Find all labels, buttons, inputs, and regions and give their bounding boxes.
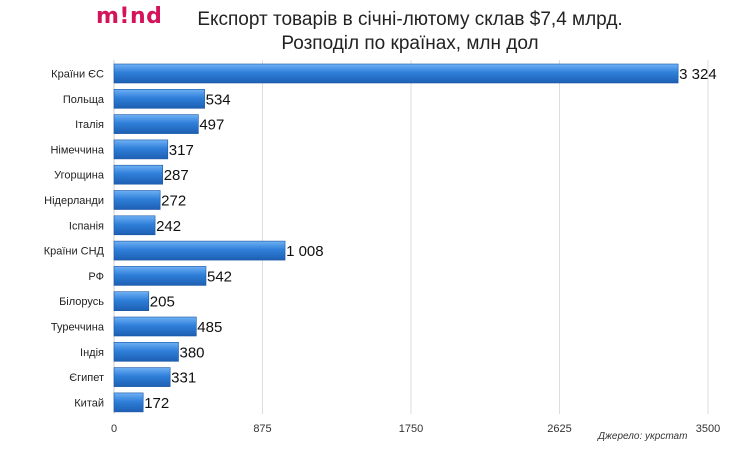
category-label: Німеччина — [50, 144, 104, 156]
value-label: 485 — [197, 319, 222, 336]
bar — [113, 266, 207, 286]
x-tick-label: 2625 — [547, 423, 571, 435]
bar — [113, 240, 286, 261]
category-label: Індія — [80, 347, 104, 359]
x-tick-label: 875 — [253, 423, 271, 435]
value-label: 3 324 — [679, 66, 717, 83]
bar — [113, 63, 679, 84]
x-tick-label: 1750 — [399, 423, 423, 435]
category-label: Угорщина — [54, 170, 105, 182]
value-label: 380 — [179, 344, 204, 361]
category-label: Польща — [63, 94, 105, 106]
bar — [113, 215, 156, 236]
bar — [113, 139, 169, 160]
bar — [113, 367, 171, 387]
category-label: Китай — [74, 397, 104, 409]
bar — [113, 164, 164, 185]
bar — [113, 114, 199, 134]
category-label: Єгипет — [69, 372, 104, 384]
value-label: 542 — [207, 268, 232, 285]
category-label: Білорусь — [59, 296, 104, 308]
value-label: 1 008 — [286, 243, 324, 260]
bar — [113, 341, 179, 362]
bar — [113, 291, 150, 312]
value-label: 205 — [150, 294, 175, 311]
value-label: 242 — [156, 218, 181, 235]
category-label: Країни ЄС — [51, 69, 104, 81]
category-label: Туреччина — [51, 322, 105, 334]
value-label: 287 — [164, 167, 189, 184]
value-label: 331 — [171, 370, 196, 387]
bar — [113, 89, 205, 109]
chart-title: Експорт товарів в січні-лютому склав $7,… — [197, 9, 623, 30]
bar — [113, 190, 161, 210]
value-label: 497 — [199, 117, 224, 134]
bar — [113, 316, 197, 337]
category-label: Країни СНД — [44, 246, 105, 258]
value-label: 272 — [161, 193, 186, 210]
category-label: РФ — [88, 271, 104, 283]
value-label: 317 — [169, 142, 194, 159]
category-label: Іспанія — [69, 220, 104, 232]
source-note: Джерело: укрстат — [598, 431, 688, 442]
x-tick-label: 0 — [111, 423, 117, 435]
value-label: 534 — [206, 91, 231, 108]
category-label: Нідерланди — [44, 195, 104, 207]
chart-subtitle: Розподіл по країнах, млн дол — [281, 33, 539, 54]
bar — [113, 392, 144, 413]
x-tick-label: 3500 — [696, 423, 720, 435]
value-label: 172 — [144, 395, 169, 412]
mind-logo: m!nd — [96, 4, 163, 29]
category-label: Італія — [75, 119, 104, 131]
